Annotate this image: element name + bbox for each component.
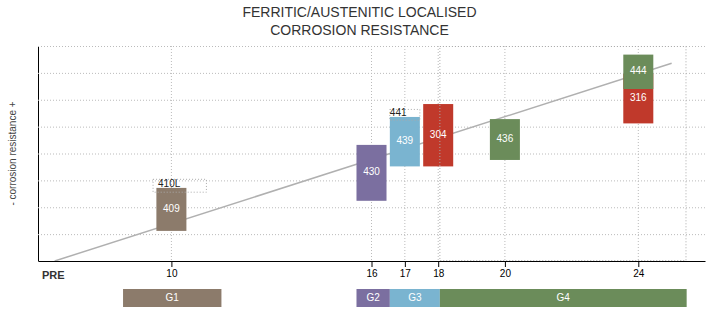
- bar: [623, 55, 653, 89]
- group-label: G1: [166, 292, 180, 303]
- bar-label: 409: [163, 203, 180, 214]
- x-tick-mark: [438, 261, 439, 267]
- y-axis: [38, 47, 705, 262]
- bar: [423, 104, 453, 166]
- x-tick-label: 20: [500, 268, 512, 279]
- x-tick-mark: [405, 261, 406, 267]
- x-grid: [171, 46, 638, 261]
- group-label: G2: [366, 292, 380, 303]
- plot: 409 430 439 304 436 316 444 410L 441 10 16 17 18 20 24…: [38, 46, 706, 307]
- group-label: G3: [408, 292, 422, 303]
- annotation: 410L: [158, 178, 181, 189]
- chart: FERRITIC/AUSTENITIC LOCALISED CORROSION R…: [0, 0, 719, 323]
- group-label: G4: [557, 292, 571, 303]
- x-tick: 24: [633, 261, 645, 279]
- group-band: [440, 289, 687, 307]
- x-label: PRE: [42, 269, 65, 281]
- groups: G1 G2 G3 G4: [123, 289, 687, 307]
- x-tick: 17: [400, 261, 412, 279]
- x-axis: 10 16 17 18 20 24: [39, 261, 706, 279]
- x-tick-mark: [505, 261, 506, 267]
- bar-label: 436: [497, 133, 514, 144]
- x-tick: 20: [500, 261, 512, 279]
- labels: 409 430 439 304 436 316 444 410L 441: [158, 65, 647, 214]
- highlight: [440, 46, 686, 260]
- x-tick-label: 10: [166, 268, 178, 279]
- annotation: 441: [390, 107, 407, 118]
- title: FERRITIC/AUSTENITIC LOCALISED: [242, 4, 476, 20]
- x-tick-label: 17: [400, 268, 412, 279]
- x-tick-mark: [372, 261, 373, 267]
- x-tick-mark: [171, 261, 172, 267]
- x-tick-mark: [638, 261, 639, 267]
- trendline: [55, 63, 672, 261]
- bar-label: 444: [630, 65, 647, 76]
- x-tick: 10: [166, 261, 178, 279]
- group-band: [123, 289, 221, 307]
- bar-label: 430: [363, 166, 380, 177]
- bar: [390, 117, 420, 166]
- x-tick-label: 24: [633, 268, 645, 279]
- bar: [156, 188, 186, 231]
- bar-label: 304: [430, 129, 447, 140]
- y-label: - corrosion resistance +: [7, 101, 18, 205]
- x-tick: 16: [366, 261, 378, 279]
- x-tick-label: 16: [366, 268, 378, 279]
- x-tick: 18: [433, 261, 445, 279]
- x-tick-label: 18: [433, 268, 445, 279]
- group-band: [356, 289, 389, 307]
- marks: [55, 46, 686, 261]
- bar: [490, 119, 520, 160]
- group-band: [390, 289, 440, 307]
- bar: [356, 145, 386, 201]
- subtitle: CORROSION RESISTANCE: [270, 22, 449, 38]
- bar-label: 439: [397, 135, 414, 146]
- bar-label: 316: [630, 92, 647, 103]
